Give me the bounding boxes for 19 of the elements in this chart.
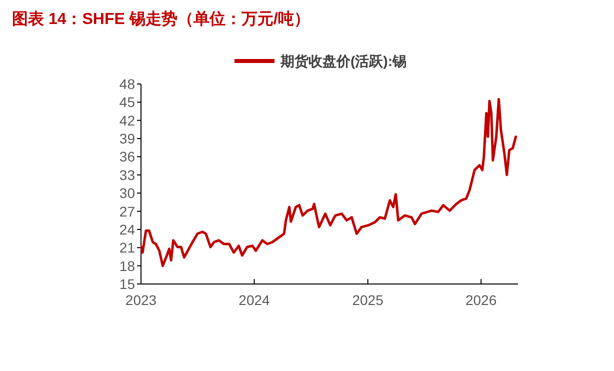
y-tick-label: 39 [119, 130, 136, 147]
x-tick-label: 2024 [238, 292, 270, 308]
y-tick-label: 48 [119, 76, 136, 92]
y-tick-label: 24 [119, 221, 136, 238]
y-tick-label: 15 [119, 276, 136, 292]
y-tick-label: 36 [119, 148, 136, 165]
y-tick-label: 42 [119, 112, 136, 128]
legend-label: 期货收盘价(活跃):锡 [280, 53, 406, 69]
y-tick-label: 33 [119, 166, 136, 183]
chart-title: 图表 14：SHFE 锡走势（单位：万元/吨） [12, 10, 310, 28]
x-tick-label: 2025 [352, 292, 384, 308]
y-tick-label: 30 [119, 185, 136, 202]
y-tick-label: 18 [119, 258, 136, 274]
line-series [140, 98, 518, 268]
y-tick-label: 21 [119, 240, 136, 256]
y-tick-label: 45 [119, 94, 136, 110]
x-tick-label: 2023 [125, 292, 157, 308]
x-tick-label: 2026 [466, 292, 497, 308]
y-tick-label: 27 [119, 203, 136, 220]
